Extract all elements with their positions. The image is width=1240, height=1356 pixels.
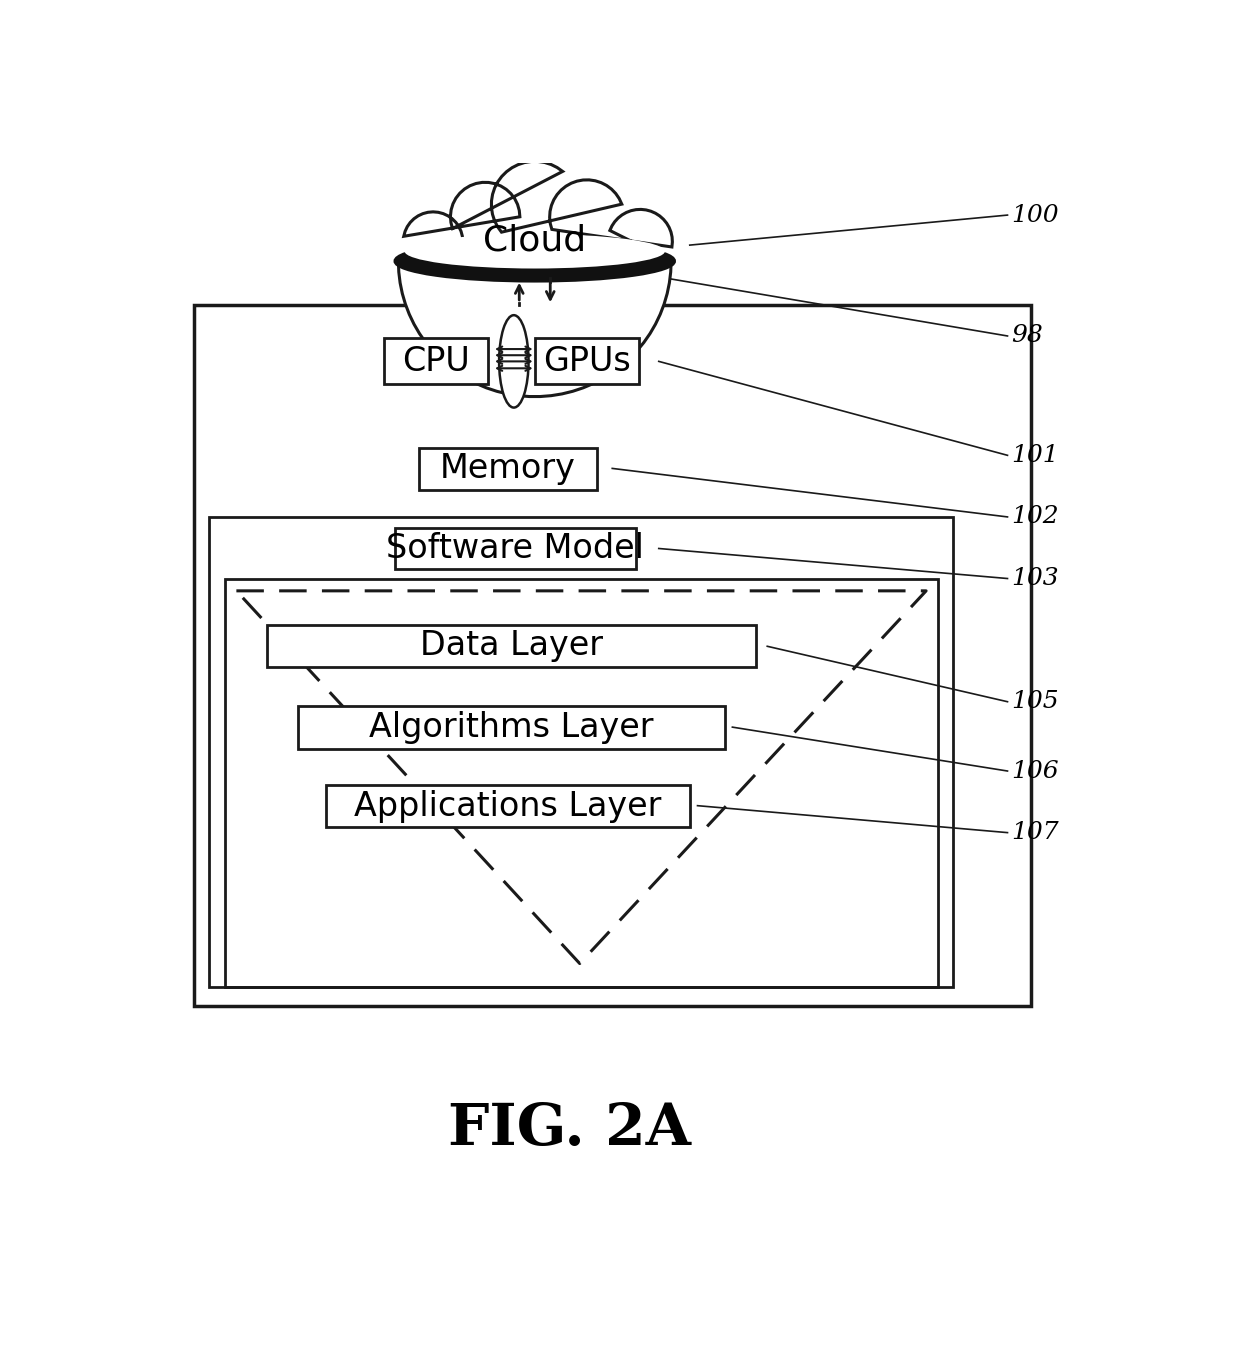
Text: 106: 106 — [1012, 759, 1059, 782]
Bar — [299, 706, 724, 749]
Ellipse shape — [396, 241, 675, 281]
Bar — [193, 305, 1030, 1006]
Bar — [534, 338, 640, 385]
Text: 98: 98 — [1012, 324, 1043, 347]
Bar — [396, 529, 635, 568]
Text: 101: 101 — [1012, 443, 1059, 466]
Text: 107: 107 — [1012, 822, 1059, 845]
Text: 100: 100 — [1012, 203, 1059, 226]
Text: Applications Layer: Applications Layer — [353, 789, 661, 823]
Bar — [325, 785, 689, 827]
PathPatch shape — [398, 161, 672, 396]
Text: FIG. 2A: FIG. 2A — [448, 1101, 691, 1157]
Bar — [419, 447, 596, 490]
Bar — [224, 579, 937, 987]
Bar — [383, 338, 489, 385]
Text: Data Layer: Data Layer — [420, 629, 603, 662]
Text: 102: 102 — [1012, 506, 1059, 529]
Bar — [210, 517, 954, 987]
Text: Software Model: Software Model — [387, 532, 645, 565]
Text: Cloud: Cloud — [484, 224, 587, 258]
Text: 103: 103 — [1012, 567, 1059, 590]
Ellipse shape — [404, 235, 665, 268]
Text: CPU: CPU — [402, 344, 470, 378]
Bar — [268, 625, 755, 667]
Ellipse shape — [498, 315, 528, 408]
Text: GPUs: GPUs — [543, 344, 631, 378]
Text: 105: 105 — [1012, 690, 1059, 713]
Text: Algorithms Layer: Algorithms Layer — [370, 711, 653, 744]
Text: Memory: Memory — [440, 453, 575, 485]
